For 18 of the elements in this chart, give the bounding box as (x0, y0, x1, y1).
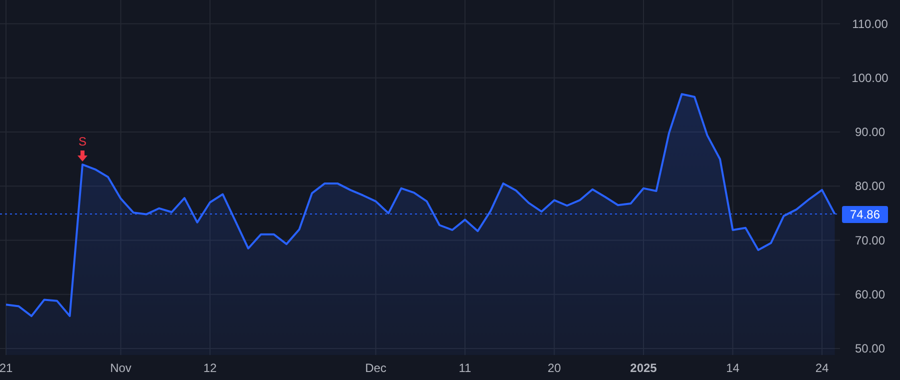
x-tick-label: 21 (0, 361, 13, 375)
x-tick-label: Nov (110, 361, 132, 375)
y-tick-label: 70.00 (854, 233, 886, 248)
y-tick-label: 50.00 (854, 342, 886, 356)
ref-line-label: 74.86 (850, 207, 880, 222)
y-tick-label: 100.00 (852, 70, 889, 85)
y-tick-label: 110.00 (852, 16, 888, 31)
x-tick-label: 24 (815, 361, 829, 375)
x-tick-label: 11 (458, 361, 472, 375)
x-tick-label: Dec (365, 361, 386, 375)
x-tick-label: 2025 (630, 361, 658, 375)
x-tick-label: 20 (548, 361, 562, 375)
y-tick-label: 60.00 (854, 287, 886, 302)
x-tick-label: 14 (726, 361, 740, 375)
y-tick-label: 90.00 (854, 125, 886, 140)
y-tick-label: 80.00 (854, 179, 886, 194)
annotation: S (78, 134, 87, 149)
x-tick-label: 12 (203, 361, 217, 375)
